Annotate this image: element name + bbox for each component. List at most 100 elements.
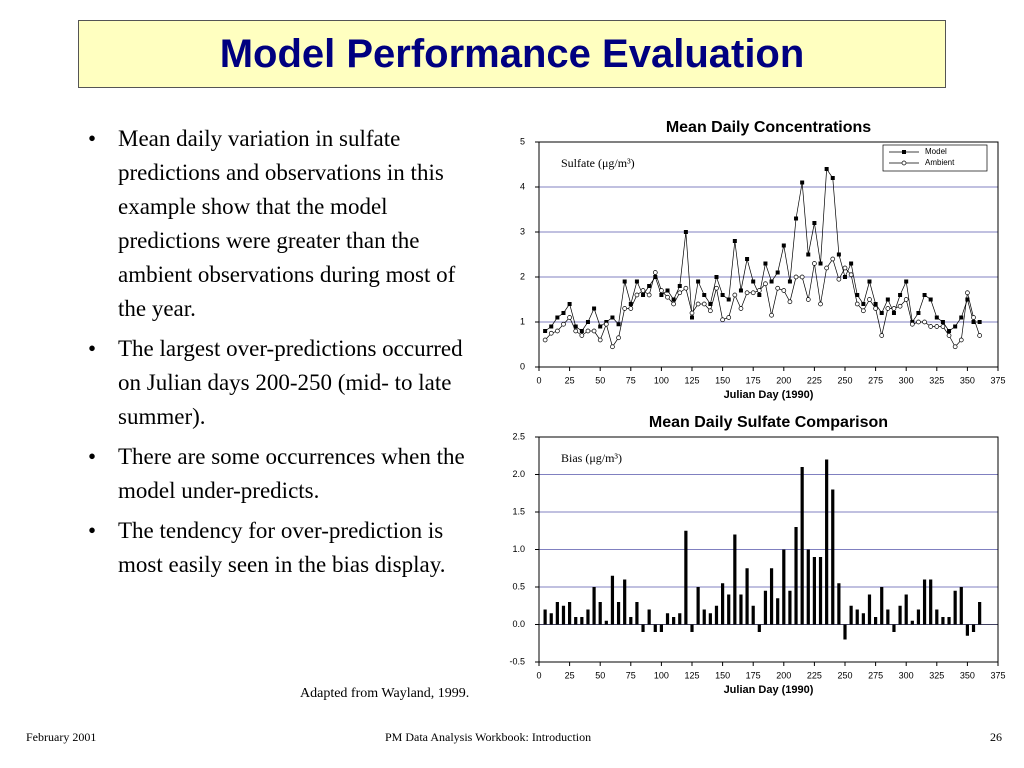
bar <box>751 605 755 625</box>
legend-marker <box>902 150 906 154</box>
plot-frame <box>538 141 999 368</box>
legend-marker <box>901 160 907 166</box>
marker <box>867 297 872 302</box>
bar <box>837 583 841 625</box>
marker <box>909 321 915 327</box>
bar <box>702 609 706 625</box>
bar <box>647 609 651 625</box>
x-tick-label: 75 <box>626 670 636 680</box>
chart-title: Mean Daily Sulfate Comparison <box>649 414 888 431</box>
bar <box>653 624 657 632</box>
marker <box>830 176 835 180</box>
bar <box>971 624 976 632</box>
marker <box>683 285 689 291</box>
page-number: 26 <box>990 730 1002 744</box>
x-tick-label: 325 <box>929 670 944 680</box>
bullet: The tendency for over-prediction is most… <box>84 514 484 582</box>
series-line <box>544 167 980 332</box>
marker <box>567 315 572 320</box>
bar <box>727 594 731 625</box>
bar <box>672 617 676 625</box>
x-tick-label: 100 <box>654 375 669 385</box>
marker <box>696 279 701 284</box>
marker <box>971 320 976 324</box>
bar <box>598 602 602 625</box>
marker <box>567 302 572 306</box>
marker <box>665 288 670 293</box>
footer-center: PM Data Analysis Workbook: Introduction <box>385 730 592 744</box>
marker <box>756 288 762 293</box>
marker <box>928 297 933 302</box>
bar <box>788 590 792 625</box>
marker <box>573 324 578 329</box>
bar <box>690 624 694 632</box>
bar <box>843 624 847 640</box>
marker <box>781 243 786 248</box>
marker <box>677 284 682 288</box>
marker <box>891 306 897 311</box>
bar <box>794 527 798 625</box>
marker <box>548 330 554 336</box>
marker <box>843 275 847 279</box>
bar <box>867 594 872 625</box>
marker <box>714 285 719 291</box>
marker <box>683 230 688 234</box>
x-tick-label: 325 <box>929 375 944 385</box>
x-tick-label: 275 <box>868 670 883 680</box>
x-tick-label: 125 <box>684 375 699 385</box>
bar <box>568 602 572 625</box>
marker <box>690 315 694 320</box>
y-tick-label: 2 <box>520 271 525 281</box>
marker <box>977 333 982 338</box>
bullet: Mean daily variation in sulfate predicti… <box>84 122 484 326</box>
annotation: Bias (μg/m³) <box>561 451 622 465</box>
x-tick-label: 300 <box>899 670 914 680</box>
x-tick-label: 50 <box>595 375 605 385</box>
slide-title: Model Performance Evaluation <box>219 31 805 76</box>
x-tick-label: 225 <box>807 375 822 385</box>
marker <box>775 285 781 291</box>
bar <box>874 617 878 625</box>
marker <box>898 293 903 297</box>
marker <box>897 303 903 309</box>
x-tick-label: 375 <box>990 375 1005 385</box>
marker <box>958 337 964 343</box>
marker <box>794 216 799 221</box>
bar <box>757 624 761 632</box>
marker <box>885 297 890 302</box>
marker <box>800 180 805 185</box>
marker <box>714 275 719 279</box>
marker <box>861 308 866 314</box>
marker <box>622 279 627 284</box>
bar <box>604 620 608 625</box>
marker <box>824 265 829 271</box>
bar <box>935 609 939 625</box>
x-tick-label: 350 <box>960 670 975 680</box>
marker <box>959 315 964 320</box>
y-tick-label: 3 <box>520 226 525 236</box>
bar <box>898 605 902 625</box>
marker <box>751 279 756 284</box>
marker <box>646 292 652 298</box>
y-tick-label: 5 <box>520 136 525 146</box>
footer-date: February 2001 <box>26 730 97 744</box>
bar <box>922 579 927 625</box>
marker <box>818 301 823 307</box>
marker <box>720 293 725 297</box>
marker <box>940 320 945 324</box>
bullet: There are some occurrences when the mode… <box>84 440 484 508</box>
bullet: The largest over-predictions occurred on… <box>84 332 484 434</box>
y-tick-label: 4 <box>520 181 525 191</box>
marker <box>671 301 676 307</box>
bullet-list: Mean daily variation in sulfate predicti… <box>84 122 484 588</box>
marker <box>689 310 695 316</box>
marker <box>879 311 884 315</box>
bar <box>561 605 566 625</box>
marker <box>824 167 829 171</box>
marker <box>561 311 566 315</box>
marker <box>934 324 940 329</box>
marker <box>793 274 799 280</box>
marker <box>603 321 609 327</box>
bar <box>782 549 786 625</box>
